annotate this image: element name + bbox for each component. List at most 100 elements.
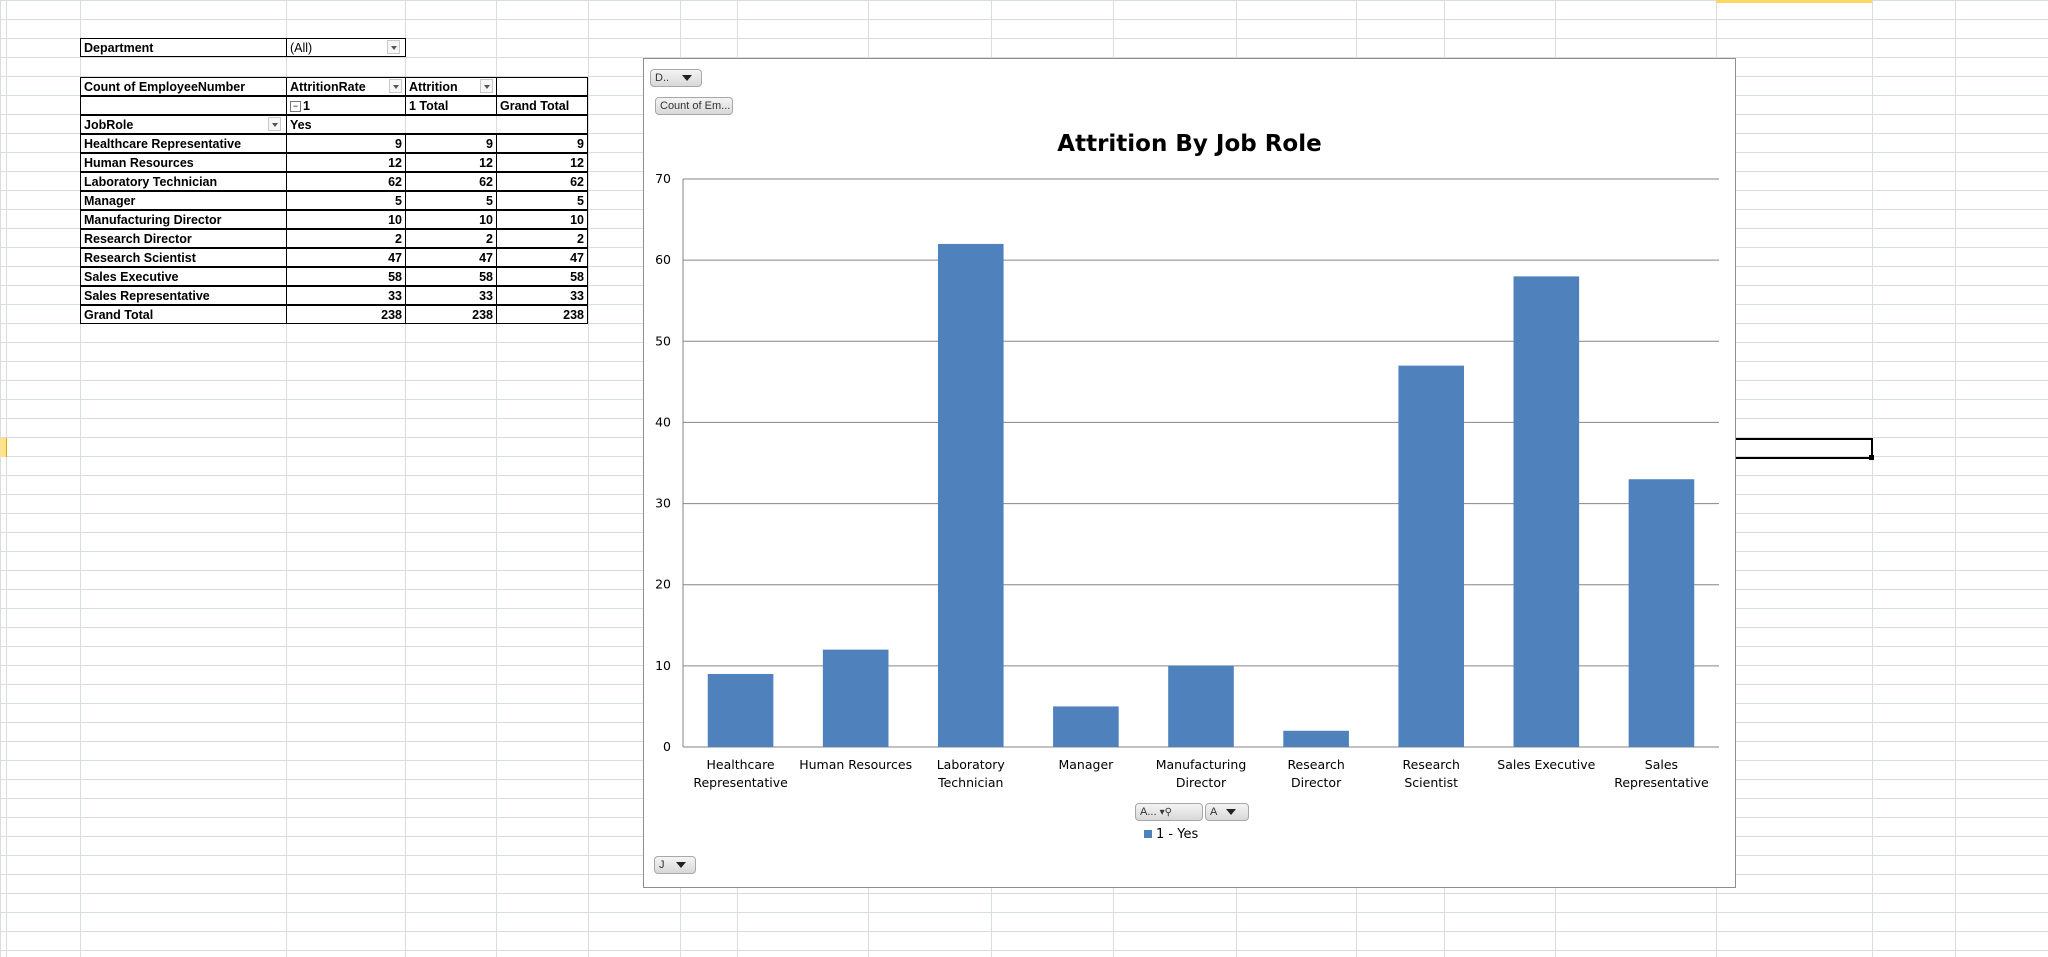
header-empty-cell [496, 77, 588, 96]
pivot-value-cell[interactable]: 33 [496, 286, 588, 305]
pivot-value-cell[interactable]: 238 [405, 305, 497, 324]
x-tick-label: Healthcare [706, 757, 774, 772]
pivot-row-label[interactable]: Manager [80, 191, 287, 210]
values-field-button[interactable]: Count of Em... [655, 97, 733, 115]
pivot-value-cell[interactable]: 238 [286, 305, 406, 324]
filter-icon: ▾⚲ [1159, 807, 1172, 818]
pivot-value-cell[interactable]: 47 [405, 248, 497, 267]
pivot-row-label[interactable]: Laboratory Technician [80, 172, 287, 191]
x-tick-label: Manager [1058, 757, 1114, 772]
pivot-value-cell[interactable]: 47 [286, 248, 406, 267]
column-divider [1955, 0, 1956, 957]
axis-field-button[interactable]: J [654, 856, 696, 874]
pivot-value-cell[interactable]: 5 [286, 191, 406, 210]
pivot-value-cell[interactable]: 5 [496, 191, 588, 210]
chart-bar[interactable] [707, 673, 774, 747]
pivot-row-label[interactable]: Research Scientist [80, 248, 287, 267]
pivot-value-cell[interactable]: 10 [496, 210, 588, 229]
pivot-value-cell[interactable]: 47 [496, 248, 588, 267]
subheader-total: 1 Total [405, 96, 497, 115]
chart-title: Attrition By Job Role [1057, 131, 1322, 157]
collapse-icon[interactable]: − [290, 101, 301, 113]
pivot-value-cell[interactable]: 12 [405, 153, 497, 172]
x-tick-label: Manufacturing [1156, 757, 1247, 772]
legend-field-button-2-label: A [1210, 806, 1217, 818]
row-field-jobrole[interactable]: JobRole [80, 115, 287, 134]
x-tick-label: Technician [937, 775, 1003, 790]
filter-value[interactable]: (All) [286, 38, 406, 57]
yes-label: Yes [286, 115, 588, 134]
column-divider [496, 0, 497, 957]
pivot-value-cell[interactable]: 58 [405, 267, 497, 286]
pivot-row-label[interactable]: Healthcare Representative [80, 134, 287, 153]
legend-field-button-2[interactable]: A [1205, 803, 1249, 821]
pivot-value-cell[interactable]: 62 [286, 172, 406, 191]
x-tick-label: Director [1176, 775, 1227, 790]
x-tick-label: Director [1291, 775, 1342, 790]
pivot-value-cell[interactable]: 12 [286, 153, 406, 172]
pivot-value-cell[interactable]: 2 [286, 229, 406, 248]
active-cell[interactable] [1716, 438, 1873, 459]
selected-column-indicator [1716, 0, 1872, 3]
column-divider [588, 0, 589, 957]
chart-bar[interactable] [1053, 706, 1119, 747]
pivot-row-label[interactable]: Manufacturing Director [80, 210, 287, 229]
pivot-value-cell[interactable]: 58 [496, 267, 588, 286]
pivot-row-label[interactable]: Sales Executive [80, 267, 287, 286]
attrition-dropdown-icon[interactable] [480, 79, 493, 93]
pivot-chart[interactable]: D.. Count of Em... Attrition By Job Role… [643, 58, 1736, 888]
column-field-attritionrate[interactable]: AttritionRate [286, 77, 406, 96]
pivot-value-cell[interactable]: 5 [405, 191, 497, 210]
chart-bar[interactable] [1283, 730, 1349, 747]
y-tick-label: 40 [655, 414, 671, 429]
subheader-grand-total: Grand Total [496, 96, 588, 115]
pivot-value-cell[interactable]: 2 [405, 229, 497, 248]
y-tick-label: 30 [655, 496, 671, 511]
pivot-value-cell[interactable]: 58 [286, 267, 406, 286]
pivot-row-label[interactable]: Research Director [80, 229, 287, 248]
chevron-down-icon [1225, 809, 1236, 816]
jobrole-dropdown-icon[interactable] [268, 117, 281, 131]
pivot-value-cell[interactable]: 9 [496, 134, 588, 153]
pivot-value-cell[interactable]: 10 [286, 210, 406, 229]
axis-field-button-label: J [659, 859, 665, 871]
pivot-value-cell[interactable]: 238 [496, 305, 588, 324]
pivot-value-cell[interactable]: 9 [405, 134, 497, 153]
x-tick-label: Human Resources [799, 757, 912, 772]
chart-bar[interactable] [822, 649, 889, 747]
pivot-value-cell[interactable]: 2 [496, 229, 588, 248]
pivot-row-label[interactable]: Sales Representative [80, 286, 287, 305]
department-filter-dropdown-icon[interactable] [387, 40, 400, 54]
selected-row-indicator [0, 438, 7, 457]
pivot-value-cell[interactable]: 62 [496, 172, 588, 191]
pivot-value-cell[interactable]: 62 [405, 172, 497, 191]
chart-bar[interactable] [1168, 665, 1234, 747]
pivot-row-label[interactable]: Human Resources [80, 153, 287, 172]
pivot-value-cell[interactable]: 9 [286, 134, 406, 153]
legend-swatch [1144, 830, 1152, 838]
x-tick-label: Sales [1645, 757, 1678, 772]
pivot-value-cell[interactable]: 33 [405, 286, 497, 305]
column-divider [6, 0, 7, 957]
x-tick-label: Sales Executive [1497, 757, 1595, 772]
chart-bar[interactable] [1628, 479, 1695, 747]
attritionrate-filter-icon[interactable] [389, 79, 402, 93]
y-tick-label: 60 [655, 252, 671, 267]
department-filter-button[interactable]: D.. [650, 69, 702, 87]
pivot-value-cell[interactable]: 33 [286, 286, 406, 305]
pivot-value-cell[interactable]: 10 [405, 210, 497, 229]
chart-bar[interactable] [937, 243, 1004, 747]
department-filter-button-label: D.. [655, 72, 670, 84]
column-divider [80, 0, 81, 957]
legend-series-label: 1 - Yes [1156, 827, 1199, 842]
fill-handle[interactable] [1869, 455, 1874, 460]
chart-bar[interactable] [1513, 276, 1580, 747]
chart-bar[interactable] [1398, 365, 1465, 747]
x-tick-label: Research [1287, 757, 1344, 772]
legend-field-button-1-label: A... [1140, 806, 1157, 818]
y-tick-label: 20 [655, 577, 671, 592]
subheader-1[interactable]: −1 [286, 96, 406, 115]
legend-field-button-1[interactable]: A... ▾⚲ [1135, 803, 1203, 821]
pivot-row-label[interactable]: Grand Total [80, 305, 287, 324]
pivot-value-cell[interactable]: 12 [496, 153, 588, 172]
